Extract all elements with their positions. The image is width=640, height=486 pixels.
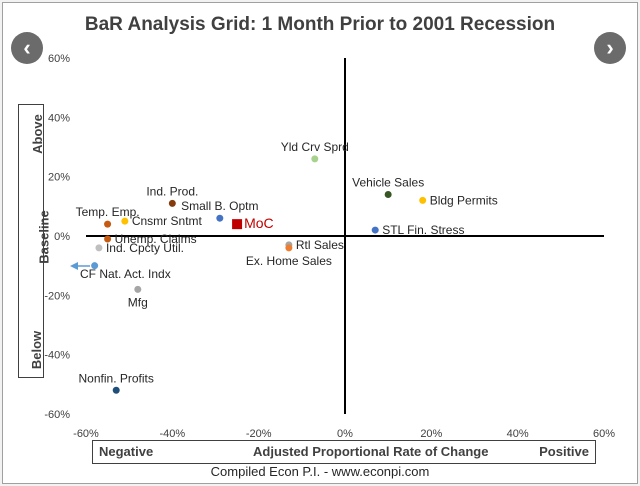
x-axis-title: Adjusted Proportional Rate of Change <box>253 444 489 459</box>
data-point <box>104 220 112 228</box>
x-axis-box: Negative Adjusted Proportional Rate of C… <box>92 440 596 464</box>
chart-title: BaR Analysis Grid: 1 Month Prior to 2001… <box>84 14 556 35</box>
point-label: Cnsmr Sntmt <box>132 214 203 228</box>
x-tick-label: 0% <box>337 428 353 440</box>
data-point <box>104 235 112 243</box>
x-axis-negative-label: Negative <box>99 444 154 459</box>
data-point <box>112 386 120 394</box>
chevron-left-icon[interactable]: ‹ <box>11 32 43 64</box>
x-tick-label: 20% <box>420 428 442 440</box>
x-tick-label: 40% <box>507 428 529 440</box>
data-point <box>384 190 392 198</box>
arrow-left-icon <box>70 262 78 270</box>
y-tick-label: 40% <box>48 112 70 124</box>
point-label: Mfg <box>128 295 148 309</box>
y-tick-label: -40% <box>44 350 70 362</box>
data-point <box>371 226 379 234</box>
point-label: Temp. Emp. <box>76 205 140 219</box>
point-label: Ind. Cpcty Util. <box>106 241 184 255</box>
y-tick-label: -60% <box>44 409 70 421</box>
x-tick-label: 60% <box>593 428 615 440</box>
point-label: Vehicle Sales <box>352 175 424 189</box>
footer-credit: Compiled Econ P.I. - www.econpi.com <box>210 464 430 479</box>
point-label: Nonfin. Profits <box>79 371 154 385</box>
point-label: Rtl Sales <box>296 238 344 252</box>
data-point <box>311 155 319 163</box>
data-point <box>419 196 427 204</box>
data-point <box>121 217 129 225</box>
point-label: MoC <box>244 215 274 231</box>
point-label: Small B. Optm <box>181 199 258 213</box>
chevron-right-icon[interactable]: › <box>594 32 626 64</box>
x-tick-label: -20% <box>246 428 272 440</box>
y-axis-box <box>18 104 44 378</box>
y-tick-label: 20% <box>48 172 70 184</box>
point-label: Yld Crv Sprd <box>281 140 349 154</box>
point-label: CF Nat. Act. Indx <box>80 267 171 281</box>
data-point <box>216 214 224 222</box>
x-tick-label: -40% <box>159 428 185 440</box>
point-label: STL Fin. Stress <box>382 223 464 237</box>
data-point <box>285 244 293 252</box>
y-tick-label: 0% <box>54 231 70 243</box>
data-point <box>91 262 99 270</box>
point-label: Ex. Home Sales <box>246 254 332 268</box>
data-point <box>168 199 176 207</box>
y-tick-label: -20% <box>44 290 70 302</box>
data-point <box>134 285 142 293</box>
data-point-moc <box>232 219 243 230</box>
data-point <box>95 244 103 252</box>
y-tick-label: 60% <box>48 53 70 65</box>
point-label: Unemp. Claims <box>115 232 197 246</box>
x-axis-positive-label: Positive <box>539 444 589 459</box>
x-tick-label: -60% <box>73 428 99 440</box>
point-label: Ind. Prod. <box>146 184 198 198</box>
point-label: Bldg Permits <box>430 193 498 207</box>
